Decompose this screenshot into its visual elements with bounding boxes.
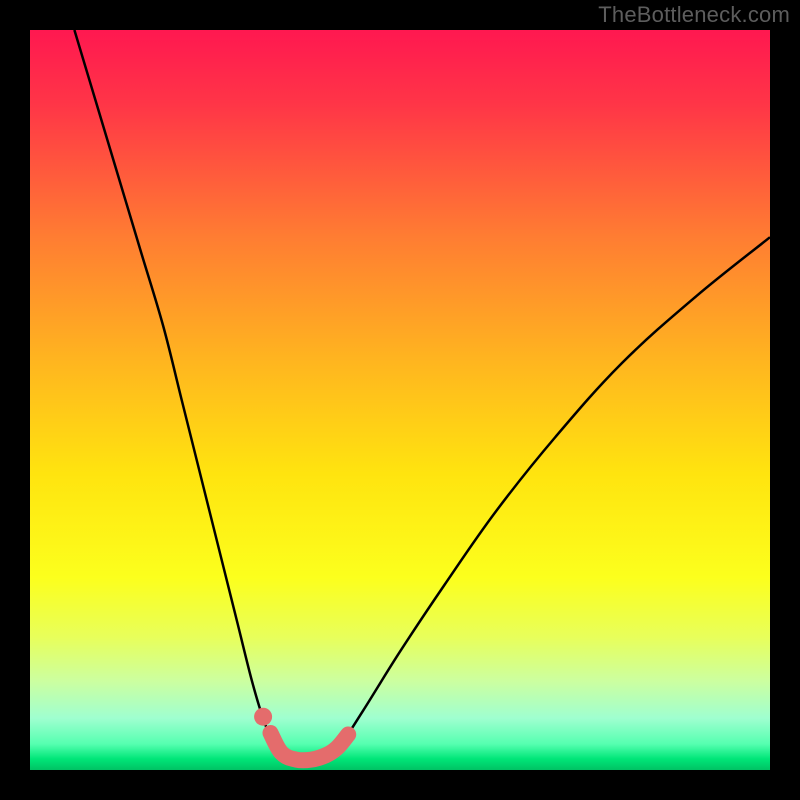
gradient-background xyxy=(30,30,770,770)
trough-marker-dot xyxy=(254,708,272,726)
plot-area xyxy=(30,30,770,770)
chart-frame: TheBottleneck.com xyxy=(0,0,800,800)
chart-svg xyxy=(30,30,770,770)
watermark-text: TheBottleneck.com xyxy=(598,2,790,28)
